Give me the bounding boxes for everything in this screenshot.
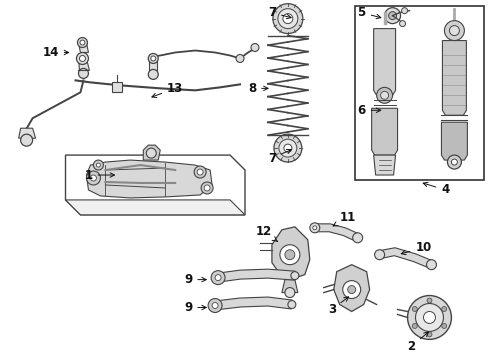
Polygon shape	[112, 82, 122, 92]
Circle shape	[197, 169, 203, 175]
Text: 2: 2	[408, 332, 429, 353]
Polygon shape	[78, 58, 90, 71]
Text: 1: 1	[84, 168, 115, 181]
Circle shape	[427, 332, 432, 337]
Circle shape	[381, 91, 389, 99]
Circle shape	[211, 271, 225, 285]
Circle shape	[423, 311, 436, 323]
Text: 10: 10	[401, 241, 432, 255]
Circle shape	[77, 37, 87, 48]
Polygon shape	[215, 297, 293, 310]
Circle shape	[444, 21, 465, 41]
Circle shape	[215, 275, 221, 280]
Circle shape	[86, 171, 100, 185]
Polygon shape	[143, 145, 160, 160]
Circle shape	[288, 301, 296, 309]
Circle shape	[279, 139, 297, 157]
Polygon shape	[334, 265, 369, 311]
Circle shape	[80, 40, 85, 45]
Polygon shape	[371, 108, 397, 155]
Circle shape	[236, 54, 244, 62]
Polygon shape	[374, 28, 395, 95]
Circle shape	[285, 288, 295, 298]
Circle shape	[147, 148, 156, 158]
Circle shape	[194, 166, 206, 178]
Circle shape	[449, 26, 460, 36]
Circle shape	[426, 260, 437, 270]
Circle shape	[148, 69, 158, 80]
Polygon shape	[19, 128, 36, 138]
Text: 4: 4	[423, 182, 449, 197]
Text: 9: 9	[184, 273, 206, 286]
Circle shape	[401, 8, 408, 14]
Circle shape	[412, 323, 417, 328]
Circle shape	[21, 134, 33, 146]
Circle shape	[447, 155, 462, 169]
Circle shape	[208, 298, 222, 312]
Polygon shape	[149, 58, 157, 71]
Text: 12: 12	[256, 225, 277, 241]
Circle shape	[353, 233, 363, 243]
Circle shape	[278, 9, 298, 28]
Circle shape	[274, 134, 302, 162]
Polygon shape	[218, 269, 295, 282]
Circle shape	[285, 250, 295, 260]
Circle shape	[283, 14, 293, 24]
Circle shape	[375, 250, 385, 260]
Polygon shape	[86, 160, 212, 198]
Polygon shape	[272, 227, 310, 280]
Circle shape	[348, 285, 356, 293]
Circle shape	[399, 21, 406, 27]
Circle shape	[273, 4, 303, 33]
Polygon shape	[441, 122, 467, 160]
Circle shape	[76, 53, 89, 64]
Text: 7: 7	[268, 6, 291, 19]
Text: 14: 14	[42, 46, 69, 59]
Circle shape	[408, 296, 451, 339]
Circle shape	[291, 272, 299, 280]
Text: 9: 9	[184, 301, 206, 314]
Circle shape	[97, 163, 100, 167]
Circle shape	[441, 306, 447, 311]
Polygon shape	[379, 248, 433, 268]
Text: 7: 7	[268, 149, 292, 165]
Polygon shape	[282, 280, 298, 293]
Circle shape	[310, 223, 320, 233]
Circle shape	[412, 306, 417, 311]
Circle shape	[78, 68, 89, 78]
Circle shape	[94, 160, 103, 170]
Text: 5: 5	[358, 6, 381, 19]
Circle shape	[284, 144, 292, 152]
Polygon shape	[66, 155, 245, 215]
Polygon shape	[78, 42, 89, 53]
Circle shape	[427, 298, 432, 303]
Circle shape	[148, 54, 158, 63]
Circle shape	[151, 56, 156, 61]
Polygon shape	[374, 155, 395, 175]
Text: 13: 13	[152, 82, 183, 98]
Circle shape	[251, 44, 259, 51]
Text: 3: 3	[328, 297, 348, 316]
Circle shape	[280, 245, 300, 265]
Circle shape	[212, 302, 218, 309]
Circle shape	[201, 182, 213, 194]
Polygon shape	[442, 41, 466, 115]
Circle shape	[91, 175, 97, 181]
Circle shape	[313, 226, 317, 230]
Circle shape	[377, 87, 392, 103]
Circle shape	[79, 55, 85, 62]
Circle shape	[441, 323, 447, 328]
Circle shape	[204, 185, 210, 191]
Polygon shape	[315, 224, 359, 242]
Text: 11: 11	[333, 211, 356, 226]
Circle shape	[451, 159, 457, 165]
Text: 6: 6	[358, 104, 381, 117]
Circle shape	[385, 8, 400, 24]
Circle shape	[416, 303, 443, 332]
Bar	[355, 6, 484, 180]
Text: 8: 8	[248, 82, 268, 95]
Polygon shape	[66, 200, 245, 215]
Circle shape	[343, 280, 361, 298]
Circle shape	[389, 12, 396, 20]
